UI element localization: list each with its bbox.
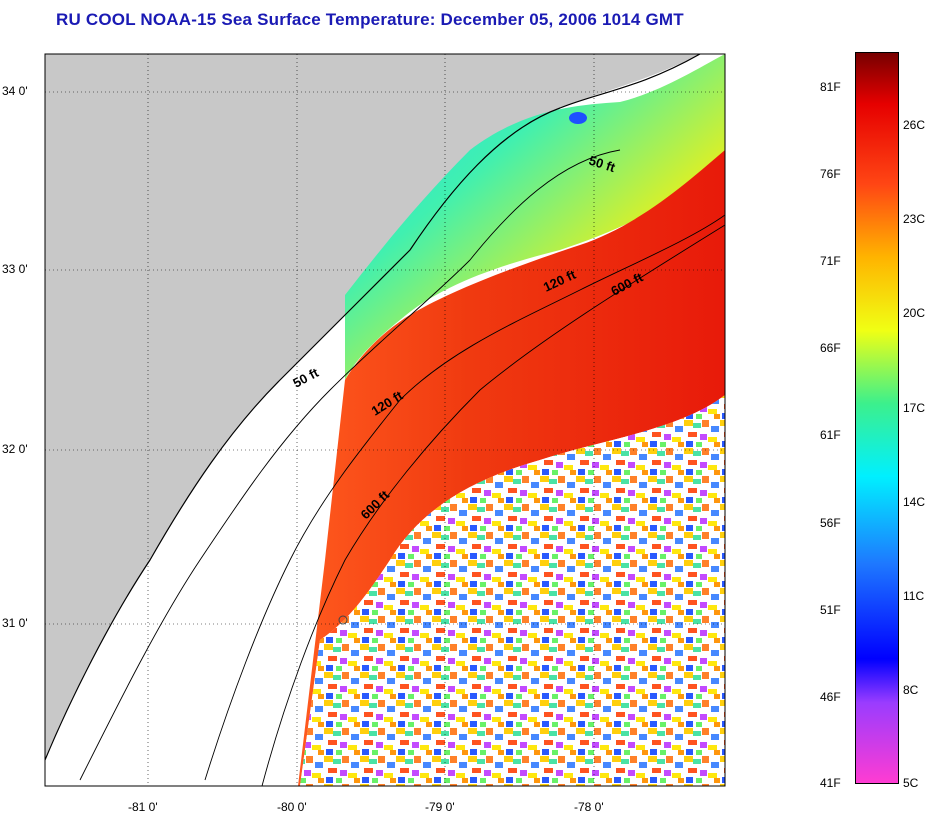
lat-tick-label: 32 0'	[2, 442, 28, 456]
colorbar-c-label: 26C	[903, 118, 926, 133]
lat-tick-label: 33 0'	[2, 262, 28, 276]
contour-120ft	[204, 214, 725, 781]
sst-offshore-noise	[300, 395, 725, 786]
colorbar-f-label: 56F	[820, 515, 841, 530]
colorbar	[855, 52, 899, 784]
colorbar-c-label: 20C	[903, 306, 926, 321]
colorbar-c-label: 11C	[903, 588, 925, 603]
sst-nearshore	[345, 54, 725, 380]
coastline	[45, 54, 701, 761]
colorbar-c-label: 17C	[903, 400, 926, 415]
colorbar-f-label: 76F	[820, 167, 841, 181]
lon-tick-label: -80 0'	[277, 800, 307, 814]
colorbar-c-label: 5C	[903, 776, 919, 790]
colorbar-c-label: 23C	[903, 212, 926, 227]
map-frame	[44, 53, 726, 787]
lon-tick-label: -79 0'	[425, 800, 455, 814]
sst-gulf-stream	[298, 150, 725, 786]
colorbar-f-label: 66F	[820, 341, 841, 356]
colorbar-f-label: 51F	[820, 602, 841, 617]
graticule	[45, 54, 725, 786]
lat-tick-label: 31 0'	[2, 616, 28, 630]
colorbar-f-label: 71F	[820, 254, 841, 269]
lon-tick-label: -81 0'	[128, 800, 158, 814]
contour-600ft	[261, 224, 725, 786]
colorbar-f-label: 46F	[820, 689, 841, 704]
colorbar-f-label: 61F	[820, 428, 841, 443]
colorbar-c-label: 14C	[903, 494, 926, 509]
chart-title: RU COOL NOAA-15 Sea Surface Temperature:…	[56, 10, 684, 29]
colorbar-f-label: 81F	[820, 79, 841, 94]
colorbar-c-label: 8C	[903, 682, 919, 697]
contour-50ft	[79, 149, 621, 781]
colorbar-f-label: 41F	[820, 776, 841, 790]
lat-tick-label: 34 0'	[2, 84, 28, 98]
lon-tick-label: -78 0'	[574, 800, 604, 814]
